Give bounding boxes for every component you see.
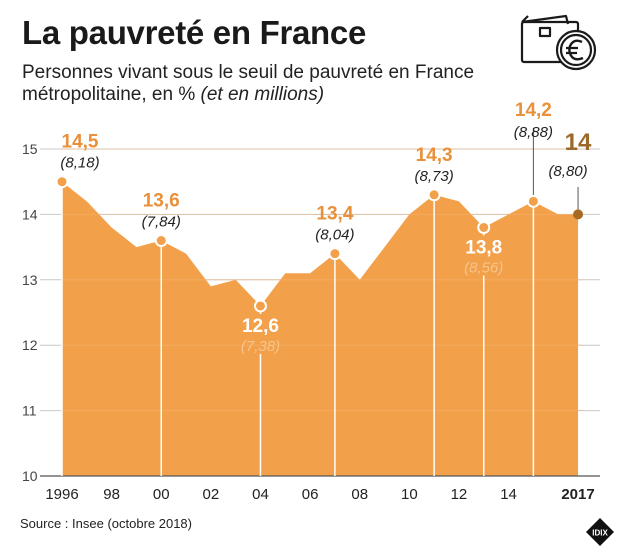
data-label-millions: (8,88) xyxy=(514,124,553,141)
x-tick-label: 06 xyxy=(302,486,319,503)
x-tick-label: 00 xyxy=(153,486,170,503)
data-label-millions: (8,04) xyxy=(315,227,354,244)
data-label-millions: (8,73) xyxy=(415,168,454,185)
wallet-euro-icon xyxy=(520,14,597,71)
subtitle-line-2: métropolitaine, en % xyxy=(22,84,201,105)
source-note: Source : Insee (octobre 2018) xyxy=(20,516,192,531)
data-label-value-last: 14 xyxy=(565,129,592,156)
data-label-value: 14,3 xyxy=(416,145,453,166)
logo-text: IDIX xyxy=(592,529,608,538)
data-label-millions-last: (8,80) xyxy=(548,163,587,180)
y-tick-label: 14 xyxy=(22,206,38,222)
data-point-marker xyxy=(55,175,69,189)
data-label-millions: (7,84) xyxy=(142,214,181,231)
x-tick-label: 10 xyxy=(401,486,418,503)
data-point-marker xyxy=(154,234,168,248)
y-tick-label: 10 xyxy=(22,468,38,484)
x-tick-label: 04 xyxy=(252,486,269,503)
data-label-value: 14,5 xyxy=(62,132,99,153)
chart-subtitle: Personnes vivant sous le seuil de pauvre… xyxy=(22,62,474,106)
data-point-marker xyxy=(477,220,491,234)
data-point-marker xyxy=(427,188,441,202)
data-label-value: 12,6 xyxy=(242,316,279,337)
poverty-rate-area xyxy=(62,181,579,476)
y-tick-label: 11 xyxy=(22,403,37,419)
subtitle-line-2-italic: (et en millions) xyxy=(200,84,325,105)
x-tick-label: 1996 xyxy=(45,486,78,503)
y-tick-label: 13 xyxy=(22,272,38,288)
x-tick-label: 12 xyxy=(451,486,468,503)
x-tick-label: 02 xyxy=(203,486,220,503)
data-point-marker xyxy=(526,194,540,208)
y-tick-label: 12 xyxy=(22,337,38,353)
x-tick-label: 98 xyxy=(103,486,120,503)
data-label-value: 14,2 xyxy=(515,100,552,121)
x-tick-label: 08 xyxy=(351,486,368,503)
data-label-value: 13,6 xyxy=(143,191,180,212)
data-label-millions: (8,56) xyxy=(464,259,503,276)
subtitle-line-1: Personnes vivant sous le seuil de pauvre… xyxy=(22,62,475,83)
data-point-marker-last xyxy=(573,209,584,220)
data-label-value: 13,4 xyxy=(316,204,353,225)
y-tick-label: 15 xyxy=(22,141,38,157)
x-tick-label: 2017 xyxy=(561,486,594,503)
x-tick-label: 14 xyxy=(500,486,517,503)
data-point-marker xyxy=(253,299,267,313)
chart-title: La pauvreté en France xyxy=(22,14,367,51)
data-label-millions: (7,38) xyxy=(241,338,280,355)
data-point-marker xyxy=(328,247,342,261)
idix-logo: IDIX xyxy=(586,518,614,546)
data-label-value: 13,8 xyxy=(465,237,502,258)
data-label-millions: (8,18) xyxy=(60,155,99,172)
